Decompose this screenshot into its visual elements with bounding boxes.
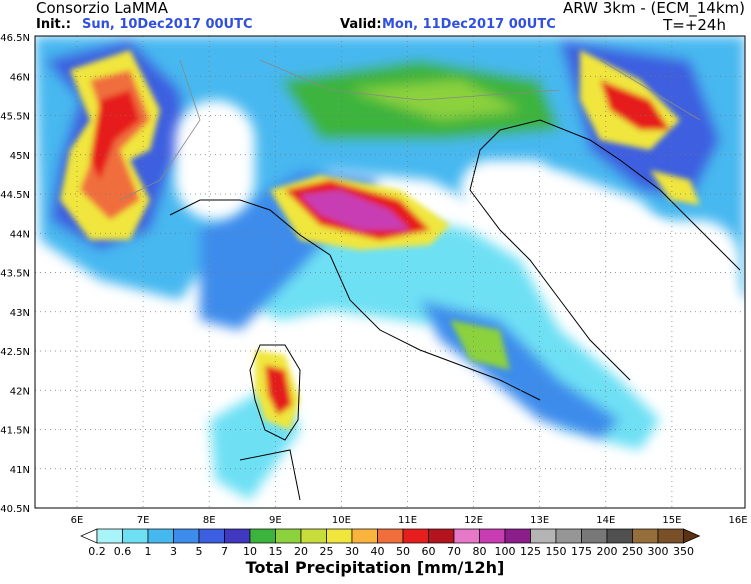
colorbar-bin [632, 528, 659, 544]
colorbar-label: 150 [546, 545, 567, 558]
title: Consorzio LaMMA [36, 0, 169, 17]
colorbar-bin [581, 528, 608, 544]
colorbar-label: 125 [520, 545, 541, 558]
lon-label: 13E [530, 515, 549, 526]
lat-label: 40.5N [0, 504, 30, 515]
lat-label: 44.5N [0, 190, 30, 201]
map-frame [34, 35, 746, 509]
lead-time: T=+24h [662, 16, 726, 34]
init-label: Init.: [36, 17, 71, 32]
colorbar-label: 7 [221, 545, 228, 558]
colorbar-bin [504, 528, 531, 544]
colorbar-label: 100 [495, 545, 516, 558]
colorbar-label: 250 [622, 545, 643, 558]
colorbar-bin [530, 528, 557, 544]
lon-label: 14E [596, 515, 615, 526]
colorbar-bin [122, 528, 149, 544]
lon-label: 6E [71, 515, 84, 526]
colorbar-bin [428, 528, 455, 544]
colorbar-label: 0.2 [88, 545, 106, 558]
lat-label: 46N [10, 72, 30, 83]
colorbar-bin [224, 528, 251, 544]
lon-label: 10E [332, 515, 351, 526]
lon-label: 12E [464, 515, 483, 526]
lat-label: 43.5N [0, 269, 30, 280]
colorbar-label: 50 [396, 545, 410, 558]
colorbar-label: 175 [571, 545, 592, 558]
colorbar-label: 40 [371, 545, 385, 558]
colorbar-label: 5 [196, 545, 203, 558]
lon-label: 16E [728, 515, 747, 526]
colorbar-label: 60 [422, 545, 436, 558]
colorbar-bin [351, 528, 378, 544]
colorbar-bin [173, 528, 200, 544]
colorbar-title: Total Precipitation [mm/12h] [246, 558, 505, 577]
lat-label: 41.5N [0, 426, 30, 437]
colorbar-label: 200 [597, 545, 618, 558]
lat-label: 43N [10, 308, 30, 319]
colorbar-bin [275, 528, 302, 544]
colorbar-end [80, 528, 98, 544]
colorbar-label: 15 [269, 545, 283, 558]
colorbar-bin [300, 528, 327, 544]
init-value: Sun, 10Dec2017 00UTC [82, 17, 253, 32]
colorbar-bin [326, 528, 353, 544]
model: ARW 3km - (ECM_14km) [563, 0, 745, 18]
lat-label: 46.5N [0, 33, 30, 44]
grid [35, 36, 745, 508]
lon-label: 8E [203, 515, 216, 526]
colorbar-bin [147, 528, 174, 544]
colorbar-bin [606, 528, 633, 544]
colorbar-end [683, 528, 701, 544]
lat-label: 45.5N [0, 112, 30, 123]
lat-label: 45N [10, 151, 30, 162]
colorbar-bin [402, 528, 429, 544]
colorbar-bin [377, 528, 404, 544]
lat-label: 42.5N [0, 347, 30, 358]
lat-label: 41N [10, 465, 30, 476]
colorbar-bin [96, 528, 123, 544]
colorbar-label: 3 [170, 545, 177, 558]
colorbar-bin [453, 528, 480, 544]
lon-label: 7E [137, 515, 150, 526]
colorbar-label: 0.6 [114, 545, 132, 558]
colorbar-bin [555, 528, 582, 544]
colorbar-bin [657, 528, 684, 544]
colorbar-label: 350 [673, 545, 694, 558]
lat-label: 44N [10, 229, 30, 240]
colorbar-label: 80 [473, 545, 487, 558]
colorbar-bin [479, 528, 506, 544]
colorbar-bin [249, 528, 276, 544]
colorbar-label: 70 [447, 545, 461, 558]
colorbar-label: 1 [145, 545, 152, 558]
lon-label: 11E [398, 515, 417, 526]
valid-value: Mon, 11Dec2017 00UTC [382, 17, 556, 32]
colorbar-label: 30 [345, 545, 359, 558]
lat-label: 42N [10, 386, 30, 397]
precip-field [35, 36, 745, 508]
colorbar-label: 300 [648, 545, 669, 558]
colorbar-label: 10 [243, 545, 257, 558]
valid-label: Valid: [340, 17, 382, 32]
colorbar-label: 25 [320, 545, 334, 558]
colorbar-label: 20 [294, 545, 308, 558]
lon-label: 9E [269, 515, 282, 526]
colorbar-bin [198, 528, 225, 544]
lon-label: 15E [662, 515, 681, 526]
